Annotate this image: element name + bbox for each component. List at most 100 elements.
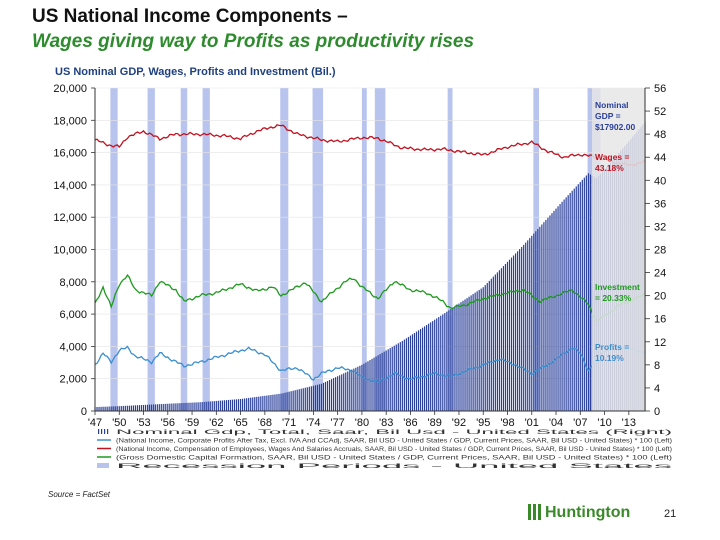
gdp-bar-211 xyxy=(521,247,523,411)
gdp-bar-92 xyxy=(280,393,282,411)
gdp-bar-188 xyxy=(474,292,476,411)
slide-title: US National Income Components – xyxy=(32,6,348,27)
left-tick-label-2: 4,000 xyxy=(59,341,87,353)
logo-text: Huntington xyxy=(545,504,631,521)
gdp-bar-154 xyxy=(405,338,407,411)
gdp-bar-158 xyxy=(413,332,416,411)
gdp-bar-31 xyxy=(157,404,159,411)
gdp-bar-108 xyxy=(312,385,314,411)
gdp-bar-103 xyxy=(302,388,304,411)
gdp-bar-57 xyxy=(209,401,211,411)
gdp-bar-115 xyxy=(326,380,329,411)
gdp-bar-170 xyxy=(438,317,440,411)
gdp-bar-143 xyxy=(383,351,385,411)
gdp-bar-137 xyxy=(371,358,373,411)
gdp-bar-7 xyxy=(108,406,110,411)
gdp-bar-194 xyxy=(486,282,488,411)
gdp-bar-47 xyxy=(189,402,191,411)
gdp-bar-4 xyxy=(102,406,104,411)
gdp-bar-72 xyxy=(239,399,242,411)
gdp-bar-189 xyxy=(476,291,478,411)
gdp-bar-25 xyxy=(144,404,147,411)
gdp-bar-166 xyxy=(430,322,432,411)
x-tick-label-11: '80 xyxy=(355,417,369,429)
x-tick-label-21: '10 xyxy=(597,417,611,429)
gdp-bar-36 xyxy=(167,403,169,411)
gdp-bar-160 xyxy=(417,330,420,411)
huntington-logo: Huntington xyxy=(528,504,630,522)
gdp-bar-30 xyxy=(155,404,157,411)
right-tick-label-13: 52 xyxy=(654,106,666,118)
gdp-bar-100 xyxy=(296,389,298,411)
gdp-bar-18 xyxy=(130,405,132,411)
right-tick-label-11: 44 xyxy=(654,152,666,164)
gdp-bar-68 xyxy=(231,399,234,411)
gdp-bar-216 xyxy=(531,235,533,411)
right-tick-label-9: 36 xyxy=(654,198,666,210)
gdp-bar-55 xyxy=(205,401,207,411)
gdp-bar-40 xyxy=(175,403,177,411)
chart-title: US Nominal GDP, Wages, Profits and Inves… xyxy=(55,66,336,78)
gdp-bar-96 xyxy=(288,391,290,411)
gdp-bar-87 xyxy=(270,395,272,411)
gdp-bar-197 xyxy=(492,276,494,411)
gdp-bar-141 xyxy=(379,354,381,411)
legend-text-2: (National Income, Compensation of Employ… xyxy=(116,446,672,453)
gdp-bar-32 xyxy=(159,404,161,411)
x-tick-label-19: '04 xyxy=(549,417,563,429)
annotation-gdp-line-1: GDP = xyxy=(595,111,621,121)
gdp-bar-2 xyxy=(98,406,100,411)
slide-subtitle: Wages giving way to Profits as productiv… xyxy=(32,31,475,52)
gdp-bar-127 xyxy=(351,369,353,411)
gdp-bar-204 xyxy=(506,261,509,411)
gdp-bar-22 xyxy=(138,405,141,411)
x-tick-label-5: '62 xyxy=(209,417,223,429)
gdp-bar-220 xyxy=(539,226,541,411)
gdp-bar-86 xyxy=(268,395,270,411)
gdp-bar-163 xyxy=(423,326,426,411)
gdp-bar-230 xyxy=(559,204,561,411)
right-tick-label-10: 40 xyxy=(654,175,666,187)
gdp-bar-173 xyxy=(444,313,446,411)
gdp-bar-243 xyxy=(585,175,587,411)
gdp-bar-212 xyxy=(523,244,525,411)
gdp-bar-219 xyxy=(537,229,539,411)
gdp-bar-93 xyxy=(282,393,284,411)
gdp-bar-135 xyxy=(367,361,369,411)
right-tick-label-2: 8 xyxy=(654,360,660,372)
gdp-bar-17 xyxy=(128,405,130,411)
annotation-profits-line-1: 10.19% xyxy=(595,353,624,363)
gdp-bar-76 xyxy=(248,397,250,411)
right-tick-label-12: 48 xyxy=(654,129,666,141)
gdp-bar-177 xyxy=(452,307,454,411)
gdp-bar-83 xyxy=(262,396,264,411)
legend-bar-marker-0-0 xyxy=(98,429,100,434)
gdp-bar-187 xyxy=(472,294,474,411)
left-tick-label-8: 16,000 xyxy=(53,148,87,160)
gdp-bar-121 xyxy=(339,375,341,411)
gdp-bar-43 xyxy=(181,403,183,411)
gdp-bar-128 xyxy=(353,368,355,411)
gdp-bar-16 xyxy=(126,405,128,411)
gdp-bar-162 xyxy=(421,327,424,411)
gdp-bar-112 xyxy=(320,383,323,411)
gdp-bar-73 xyxy=(242,398,244,411)
gdp-bar-241 xyxy=(581,179,583,411)
x-tick-label-13: '86 xyxy=(403,417,417,429)
gdp-bar-168 xyxy=(434,319,436,411)
gdp-bar-198 xyxy=(494,274,496,411)
gdp-bar-111 xyxy=(318,384,321,411)
gdp-bar-11 xyxy=(116,406,118,411)
gdp-bar-44 xyxy=(183,402,185,411)
gdp-bar-159 xyxy=(415,331,418,411)
gdp-bar-236 xyxy=(571,190,573,411)
gdp-bar-50 xyxy=(195,402,197,411)
x-tick-label-3: '56 xyxy=(161,417,175,429)
gdp-bar-232 xyxy=(563,199,565,411)
gdp-bar-156 xyxy=(409,335,412,411)
gdp-bar-157 xyxy=(411,334,414,411)
gdp-bar-45 xyxy=(185,402,187,411)
gdp-bar-218 xyxy=(535,231,537,411)
gdp-bar-234 xyxy=(567,195,569,411)
gdp-bar-42 xyxy=(179,403,181,411)
